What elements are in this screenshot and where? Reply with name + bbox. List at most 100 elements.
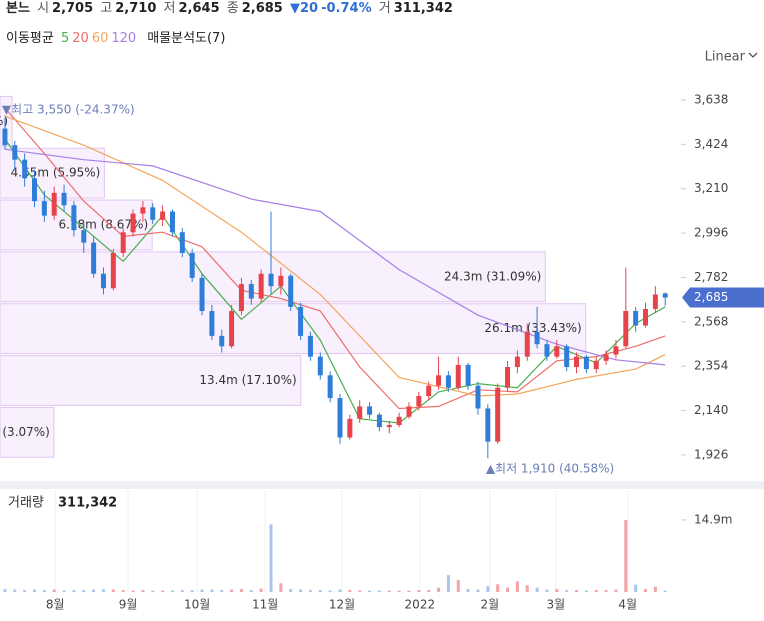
volume-bar xyxy=(318,590,322,592)
y-tick-label: 14.9m xyxy=(694,512,732,526)
candle-body xyxy=(524,331,530,357)
candle-body xyxy=(150,207,156,220)
candle-body xyxy=(160,211,166,220)
volume-bar xyxy=(72,590,76,592)
volume-bar xyxy=(230,589,234,592)
volume-bar xyxy=(644,589,648,592)
candle-body xyxy=(278,275,284,287)
volume-bar xyxy=(624,519,628,592)
candle-body xyxy=(603,354,609,361)
legend-entry[interactable]: 60 xyxy=(91,31,109,46)
volume-bar xyxy=(161,590,165,592)
candle-body xyxy=(465,364,471,386)
candle-body xyxy=(376,414,382,428)
x-tick-label: 4월 xyxy=(618,598,637,612)
volume-bar xyxy=(634,584,638,592)
volume-bar xyxy=(13,589,17,592)
candle-body xyxy=(347,418,353,438)
stock-name: 본느 xyxy=(6,1,30,16)
ma-label[interactable]: 이동평균 xyxy=(6,31,54,46)
profile-label[interactable]: 매물분석도(7) xyxy=(147,31,226,46)
volume-title: 거래량 xyxy=(8,496,44,511)
volume-bar xyxy=(52,589,56,592)
volume-bar xyxy=(545,589,549,592)
volume-bar xyxy=(338,589,342,592)
candle-body xyxy=(416,396,422,407)
volume-bar xyxy=(407,590,411,592)
candle-body xyxy=(31,178,37,202)
candle-body xyxy=(505,367,511,388)
candle-body xyxy=(455,364,461,388)
volume-bar xyxy=(604,590,608,592)
candle-body xyxy=(298,306,304,336)
volume-bar xyxy=(506,587,510,592)
volume-bar xyxy=(92,589,96,592)
volume-last: 311,342 xyxy=(58,496,117,511)
profile-bar xyxy=(0,355,302,406)
candle-body xyxy=(189,252,195,278)
scale-toggle[interactable]: Linear xyxy=(705,50,746,65)
volume-bar xyxy=(515,581,519,592)
candle-body xyxy=(544,344,550,357)
candle-body xyxy=(317,356,323,376)
volume-bar xyxy=(525,585,529,592)
annotation: ▼최고 3,550 (-24.37%) xyxy=(2,103,135,117)
candle-body xyxy=(337,398,343,438)
profile-label: 26.1m (33.43%) xyxy=(484,321,581,335)
candle-body xyxy=(199,277,205,312)
volume-bar xyxy=(151,590,155,592)
volume-bar xyxy=(170,590,174,592)
candle-body xyxy=(574,356,580,368)
volume-bar xyxy=(62,590,66,592)
candle-body xyxy=(248,284,254,299)
candle-body xyxy=(140,207,146,214)
volume-bar xyxy=(486,586,490,592)
candle-body xyxy=(554,346,560,357)
volume-bar xyxy=(358,590,362,592)
candle-body xyxy=(495,387,501,442)
volume-bar xyxy=(121,590,125,592)
legend-entry[interactable]: 120 xyxy=(111,31,137,46)
legend-entry[interactable]: 5 xyxy=(60,31,70,46)
label: 거 xyxy=(378,1,391,16)
label: 저 xyxy=(163,1,176,16)
dropdown-icon[interactable] xyxy=(748,52,758,58)
volume-bar xyxy=(437,587,441,592)
volume-bar xyxy=(397,590,401,592)
x-tick-label: 12월 xyxy=(329,598,355,612)
profile-bar xyxy=(0,406,55,458)
candle-body xyxy=(100,273,106,289)
label: 종 xyxy=(226,1,239,16)
volume-bar xyxy=(190,590,194,592)
volume-bar xyxy=(427,590,431,592)
ma-line xyxy=(4,107,666,410)
candle-body xyxy=(179,232,185,253)
candle-body xyxy=(485,408,491,442)
candle-body xyxy=(229,311,235,347)
volume-bar xyxy=(308,590,312,592)
legend-entry[interactable]: 20 xyxy=(72,31,89,46)
volume-bar xyxy=(249,590,253,592)
value: 2,705 xyxy=(52,1,94,16)
volume-bar xyxy=(368,590,372,592)
y-tick-label: 3,424 xyxy=(694,137,728,151)
profile-bar xyxy=(0,303,587,355)
change-pct: -0.74% xyxy=(321,1,372,16)
candle-body xyxy=(593,360,599,370)
volume-bar xyxy=(446,575,450,592)
volume-bar xyxy=(220,590,224,592)
volume-bar xyxy=(210,589,214,592)
last-price-label: 2,685 xyxy=(694,290,728,304)
volume-bar xyxy=(584,590,588,592)
volume-bar xyxy=(180,590,184,592)
profile-label: 4.65m (5.95%) xyxy=(11,166,101,180)
volume-bar xyxy=(387,590,391,592)
last-price-tag xyxy=(682,287,764,308)
y-tick-label: 2,996 xyxy=(694,226,728,240)
candle-body xyxy=(12,145,18,160)
volume-bar xyxy=(3,589,7,592)
volume-bar xyxy=(289,589,293,592)
candle-body xyxy=(643,308,649,326)
candle-body xyxy=(258,273,264,299)
candle-body xyxy=(514,356,520,368)
